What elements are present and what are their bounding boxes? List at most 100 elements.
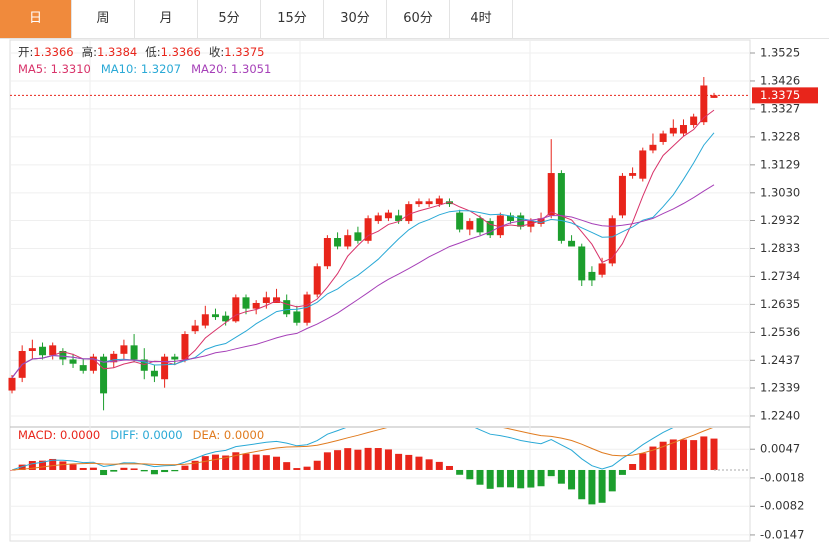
macd-bar: [486, 469, 494, 489]
ma-line: [11, 109, 715, 379]
macd-bar: [273, 456, 281, 470]
candle-body: [49, 345, 57, 356]
macd-bar: [222, 455, 230, 470]
macd-bar: [496, 469, 504, 488]
y-tick-label: 1.2437: [760, 353, 800, 367]
candle-body: [191, 325, 199, 332]
candle-body: [28, 348, 36, 351]
candle-body: [313, 266, 321, 295]
macd-bar: [171, 469, 179, 472]
tab[interactable]: 周: [72, 0, 135, 38]
macd-bar: [547, 469, 555, 477]
macd-bar: [39, 460, 47, 470]
y-tick-label: -0.0082: [760, 499, 804, 513]
last-price-label: 1.3375: [760, 88, 800, 102]
macd-bar: [629, 464, 637, 470]
macd-bar: [690, 440, 698, 470]
y-tick-label: 0.0047: [760, 442, 800, 456]
candle-body: [150, 370, 158, 377]
candle-body: [273, 297, 281, 303]
ma-legend-item: MA10: 1.3207: [101, 62, 181, 76]
candle-body: [568, 240, 576, 247]
y-tick-label: 1.3525: [760, 45, 800, 59]
candle-body: [700, 85, 708, 123]
ohlc-info: 开:1.3366 高:1.3384 低:1.3366 收:1.3375: [18, 45, 265, 59]
candle-body: [323, 238, 331, 267]
y-tick-label: 1.2833: [760, 241, 800, 255]
macd-bar: [89, 467, 97, 470]
tab[interactable]: 30分: [324, 0, 387, 38]
candle-body: [69, 359, 77, 364]
candle-body: [252, 302, 260, 309]
macd-bar: [598, 469, 606, 503]
macd-bar: [537, 469, 545, 487]
macd-bar: [435, 461, 443, 470]
macd-bar: [517, 469, 525, 489]
macd-bar: [395, 453, 403, 470]
chart: 1.3525 1.3426 1.3327 1.3228 1.3129 1.3030 1.29…: [8, 39, 818, 542]
ma-legend-item: MA5: 1.3310: [18, 62, 91, 76]
y-tick-label: 1.3228: [760, 129, 800, 143]
macd-bar: [334, 450, 342, 470]
macd-bar: [557, 469, 565, 484]
macd-bar: [242, 453, 250, 470]
candle-body: [395, 215, 403, 222]
candle-body: [598, 263, 606, 275]
candle-body: [161, 356, 169, 380]
macd-plot: [10, 428, 718, 505]
tab[interactable]: 月: [135, 0, 198, 38]
macd-bar: [568, 469, 576, 490]
candle-body: [201, 314, 209, 326]
macd-bar: [384, 449, 392, 470]
candle-body: [639, 150, 647, 179]
macd-bar: [110, 469, 118, 472]
macd-bar: [161, 469, 169, 473]
candle-body: [354, 232, 362, 241]
candle-body: [578, 246, 586, 281]
tab[interactable]: 日: [0, 0, 72, 38]
macd-legend: MACD: 0.0000 DIFF: 0.0000 DEA: 0.0000: [18, 428, 264, 442]
candle-body: [303, 294, 311, 323]
macd-bar: [476, 469, 484, 485]
ma-legend: MA5: 1.3310 MA10: 1.3207 MA20: 1.3051: [18, 62, 271, 76]
y-tick-label: 1.2240: [760, 408, 800, 422]
tab[interactable]: 4时: [450, 0, 513, 38]
candle-body: [547, 173, 555, 216]
candle-body: [537, 218, 545, 224]
ma-line: [11, 132, 715, 379]
macd-bar: [232, 452, 240, 470]
candle-body: [140, 359, 148, 371]
macd-bar: [425, 459, 433, 470]
macd-bar: [120, 467, 128, 470]
macd-bar: [415, 456, 423, 470]
macd-bar: [456, 469, 464, 475]
y-tick-label: 1.3129: [760, 157, 800, 171]
macd-bar: [639, 453, 647, 470]
candle-body: [435, 198, 443, 205]
macd-bar: [679, 439, 687, 470]
y-tick-label: 1.2932: [760, 213, 800, 227]
candle-body: [679, 125, 687, 134]
candle-body: [59, 350, 67, 360]
candle-body: [283, 300, 291, 315]
tab[interactable]: 60分: [387, 0, 450, 38]
ohlc-value: 1.3384: [97, 45, 137, 59]
candle-body: [649, 144, 657, 151]
macd-bar: [150, 469, 158, 475]
tab[interactable]: 15分: [261, 0, 324, 38]
macd-bar: [344, 448, 352, 470]
candle-body: [293, 311, 301, 323]
macd-bar: [69, 464, 77, 470]
ohlc-label: 收:: [209, 45, 224, 59]
candle-body: [384, 212, 392, 219]
candle-body: [557, 173, 565, 241]
tab[interactable]: 5分: [198, 0, 261, 38]
macd-bar: [659, 441, 667, 470]
macd-bar: [374, 448, 382, 470]
y-tick-label: 1.2734: [760, 269, 800, 283]
candle-body: [374, 215, 382, 222]
candle-body: [405, 204, 413, 222]
macd-line: [11, 428, 674, 471]
macd-bar: [578, 469, 586, 500]
